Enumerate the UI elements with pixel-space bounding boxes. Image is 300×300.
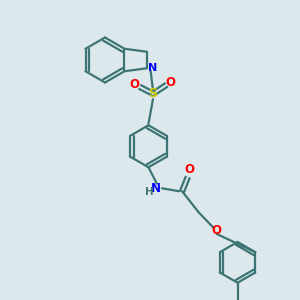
Text: N: N	[148, 63, 157, 73]
Text: H: H	[145, 187, 154, 197]
Text: O: O	[165, 76, 176, 89]
Text: O: O	[129, 78, 139, 91]
Text: O: O	[184, 163, 195, 176]
Text: S: S	[148, 87, 158, 100]
Text: O: O	[212, 224, 222, 237]
Text: N: N	[151, 182, 161, 195]
